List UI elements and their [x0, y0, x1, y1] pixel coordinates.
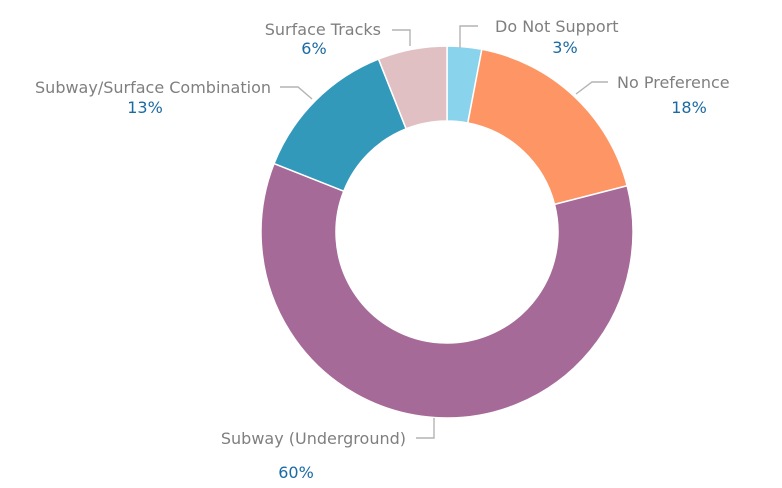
leader-line-no-preference — [575, 81, 608, 95]
slice-no-preference — [466, 48, 629, 206]
leader-line-subway-underground — [416, 418, 435, 439]
slice-label-no-preference: No Preference — [617, 73, 730, 92]
slice-label-surface-tracks: Surface Tracks — [265, 20, 381, 39]
leader-line-surface-tracks — [392, 29, 411, 46]
slice-subway-underground — [260, 162, 634, 419]
slice-surface-tracks — [377, 45, 448, 130]
slice-value-do-not-support: 3% — [552, 38, 577, 57]
slice-value-subway-underground: 60% — [278, 463, 314, 482]
slice-value-no-preference: 18% — [671, 98, 707, 117]
slice-labels: Do Not Support 3% No Preference 18% Subw… — [35, 17, 730, 482]
slice-label-subway-underground: Subway (Underground) — [221, 429, 406, 448]
slice-value-surface-tracks: 6% — [301, 39, 326, 58]
leader-line-do-not-support — [459, 25, 478, 48]
slices-group — [260, 45, 634, 419]
slice-label-do-not-support: Do Not Support — [495, 17, 619, 36]
leader-lines — [280, 25, 608, 439]
leader-line-subway-surface — [280, 86, 313, 100]
slice-value-subway-surface: 13% — [127, 98, 163, 117]
slice-label-subway-surface: Subway/Surface Combination — [35, 78, 271, 97]
